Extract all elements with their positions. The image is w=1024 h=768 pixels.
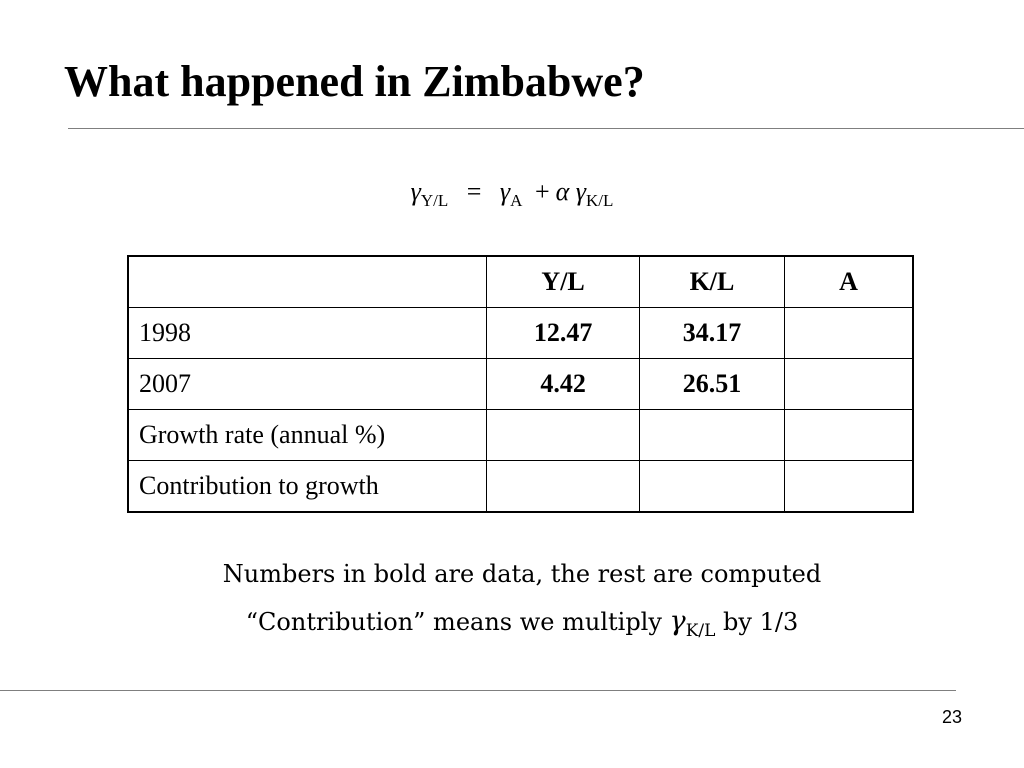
table-row: Contribution to growth: [127, 460, 914, 513]
cell-a: [784, 307, 914, 359]
slide-title: What happened in Zimbabwe?: [64, 57, 645, 106]
table-row: 2007 4.42 26.51: [127, 358, 914, 410]
note-line-contribution: “Contribution” means we multiply γK/L by…: [0, 598, 1024, 646]
page-number: 23: [941, 707, 962, 727]
cell-yl: 12.47: [486, 307, 640, 359]
alpha-symbol: α: [555, 177, 570, 206]
cell-kl: 26.51: [638, 358, 786, 410]
header-cell-a: A: [784, 255, 914, 308]
cell-yl: 4.42: [486, 358, 640, 410]
cell-a: [784, 358, 914, 410]
cell-yl: [486, 460, 640, 513]
growth-accounting-formula: γY/L = γA + α γK/L: [0, 172, 1024, 212]
cell-yl: [486, 409, 640, 461]
note-text-after: by 1/3: [715, 608, 799, 636]
table-header-row: Y/L K/L A: [127, 255, 914, 308]
gamma-symbol-note: γ: [669, 606, 686, 637]
slide-notes: Numbers in bold are data, the rest are c…: [0, 551, 1024, 646]
cell-kl: [638, 409, 786, 461]
formula-subscript-kl: K/L: [586, 191, 614, 210]
note-subscript-kl: K/L: [685, 621, 716, 641]
cell-kl: [638, 460, 786, 513]
footer-divider: [0, 690, 956, 691]
cell-a: [784, 460, 914, 513]
plus-sign: +: [534, 177, 550, 206]
table-row: 1998 12.47 34.17: [127, 307, 914, 359]
note-text-before: “Contribution” means we multiply: [245, 608, 670, 636]
header-cell-kl: K/L: [638, 255, 786, 308]
row-label: Growth rate (annual %): [127, 409, 488, 461]
table-row: Growth rate (annual %): [127, 409, 914, 461]
row-label: 2007: [127, 358, 488, 410]
cell-kl: 34.17: [638, 307, 786, 359]
formula-subscript-yl: Y/L: [420, 191, 449, 210]
row-label: Contribution to growth: [127, 460, 488, 513]
cell-a: [784, 409, 914, 461]
formula-subscript-a: A: [510, 191, 523, 210]
header-cell-yl: Y/L: [486, 255, 640, 308]
note-line-bold-data: Numbers in bold are data, the rest are c…: [222, 560, 822, 588]
gamma-symbol-kl: γ: [575, 177, 587, 206]
gamma-symbol-lhs: γ: [410, 177, 421, 206]
gamma-symbol-a: γ: [499, 177, 511, 206]
row-label: 1998: [127, 307, 488, 359]
header-cell-empty: [127, 255, 488, 308]
zimbabwe-data-table: Y/L K/L A 1998 12.47 34.17 2007 4.42 26.…: [127, 255, 914, 513]
equals-sign: =: [466, 177, 482, 206]
title-divider: [68, 128, 1024, 129]
